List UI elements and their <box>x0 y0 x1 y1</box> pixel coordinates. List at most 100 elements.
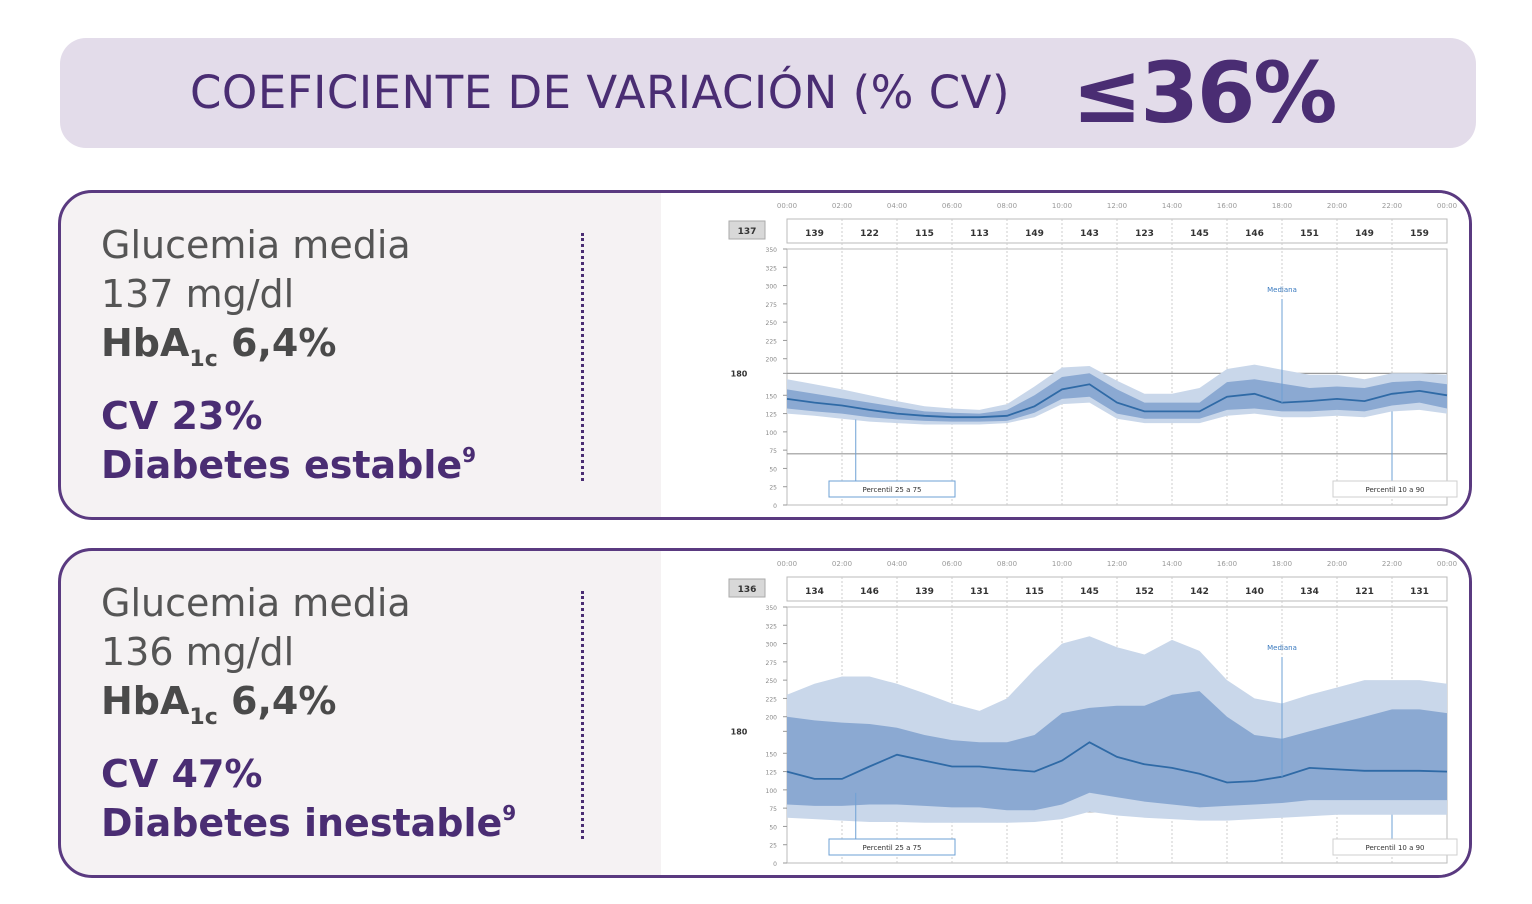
y-tick-label: 300 <box>766 284 778 291</box>
footnote-ref: 9 <box>502 801 517 825</box>
overall-mean-label: 137 <box>738 227 757 237</box>
hourly-mean-label: 115 <box>1025 587 1044 597</box>
inner-band-legend-label: Percentil 25 a 75 <box>862 844 921 852</box>
median-annotation-label: Mediana <box>1267 286 1297 294</box>
hour-tick-label: 00:00 <box>1437 560 1457 568</box>
diabetes-status: Diabetes estable9 <box>101 441 581 496</box>
hourly-mean-label: 123 <box>1135 229 1154 239</box>
hourly-mean-label: 145 <box>1190 229 1209 239</box>
outer-band-legend-box <box>1332 480 1458 498</box>
hba-value: 6,4% <box>217 679 337 723</box>
cv-banner <box>60 38 1476 148</box>
overall-mean-label: 136 <box>738 585 757 595</box>
y-tick-label: 100 <box>766 430 778 437</box>
inner-band-legend-box <box>828 480 956 498</box>
glucemia-label: Glucemia media <box>101 581 411 625</box>
hour-tick-label: 16:00 <box>1217 202 1237 210</box>
y-tick-label: 250 <box>766 320 778 327</box>
y-tick-label: 50 <box>769 466 777 473</box>
hourly-mean-label: 122 <box>860 229 879 239</box>
hour-tick-label: 00:00 <box>777 560 797 568</box>
y-tick-label: 100 <box>766 788 778 795</box>
hourly-mean-label: 142 <box>1190 587 1209 597</box>
y-tick-label: 50 <box>769 824 777 831</box>
cv-banner-label: COEFICIENTE DE VARIACIÓN (% CV) <box>190 66 1011 119</box>
dotted-divider <box>581 233 584 481</box>
hour-tick-label: 10:00 <box>1052 560 1072 568</box>
hba-subscript: 1c <box>189 347 218 372</box>
hourly-mean-label: 139 <box>915 587 934 597</box>
hour-tick-label: 06:00 <box>942 202 962 210</box>
hourly-mean-label: 121 <box>1355 587 1374 597</box>
cv-banner-value: ≤36% <box>1072 44 1337 142</box>
y-tick-label: 275 <box>766 660 778 667</box>
hourly-mean-label: 113 <box>970 229 989 239</box>
stable-card: Glucemia media 137 mg/dl HbA1c 6,4% CV 2… <box>58 190 1472 520</box>
hour-tick-label: 02:00 <box>832 202 852 210</box>
hourly-mean-label: 149 <box>1025 229 1044 239</box>
y-tick-label: 25 <box>769 485 777 492</box>
hour-tick-label: 22:00 <box>1382 560 1402 568</box>
y-tick-label: 180 <box>731 369 748 378</box>
hourly-mean-label: 151 <box>1300 229 1319 239</box>
y-tick-label: 75 <box>769 806 777 813</box>
hour-tick-label: 18:00 <box>1272 560 1292 568</box>
y-tick-label: 0 <box>773 503 777 510</box>
y-tick-label: 125 <box>766 412 778 419</box>
status-text: Diabetes inestable <box>101 801 503 845</box>
median-line <box>786 741 1448 784</box>
hourly-mean-label: 149 <box>1355 229 1374 239</box>
hour-tick-label: 06:00 <box>942 560 962 568</box>
hourly-mean-label: 143 <box>1080 229 1099 239</box>
hourly-mean-label: 134 <box>805 587 824 597</box>
agp-chart-stable: 00:00 02:00 04:00 06:00 08:00 10:00 12:00 14:00… <box>661 193 1469 517</box>
y-tick-label: 325 <box>766 265 778 272</box>
hba-value: 6,4% <box>217 321 337 365</box>
stable-info: Glucemia media 137 mg/dl HbA1c 6,4% CV 2… <box>101 221 581 496</box>
hour-tick-label: 14:00 <box>1162 202 1182 210</box>
hourly-mean-label: 140 <box>1245 587 1264 597</box>
y-tick-label: 300 <box>766 642 778 649</box>
hour-tick-label: 04:00 <box>887 202 907 210</box>
agp-chart-svg: 00:00 02:00 04:00 06:00 08:00 10:00 12:00 14:00… <box>728 202 1458 510</box>
hourly-mean-label: 146 <box>1245 229 1264 239</box>
hourly-mean-label: 152 <box>1135 587 1154 597</box>
y-tick-label: 275 <box>766 302 778 309</box>
agp-chart-unstable: 00:00 02:00 04:00 06:00 08:00 10:00 12:00 14:00… <box>661 551 1469 875</box>
y-tick-label: 150 <box>766 393 778 400</box>
hour-tick-label: 14:00 <box>1162 560 1182 568</box>
y-tick-label: 200 <box>766 715 778 722</box>
y-tick-label: 325 <box>766 623 778 630</box>
dotted-divider <box>581 591 584 839</box>
inner-band-legend-box <box>828 838 956 856</box>
glucemia-label: Glucemia media <box>101 223 411 267</box>
hour-tick-label: 00:00 <box>777 202 797 210</box>
outer-band-legend-label: Percentil 10 a 90 <box>1365 486 1424 494</box>
median-line <box>786 383 1448 419</box>
diabetes-status: Diabetes inestable9 <box>101 799 581 854</box>
y-tick-label: 350 <box>766 605 778 612</box>
hour-tick-label: 16:00 <box>1217 560 1237 568</box>
hour-tick-label: 20:00 <box>1327 560 1347 568</box>
hba-subscript: 1c <box>189 705 218 730</box>
cv-value: CV 23% <box>101 394 263 438</box>
y-tick-label: 225 <box>766 696 778 703</box>
hour-tick-label: 08:00 <box>997 560 1017 568</box>
overall-mean-box <box>728 578 766 598</box>
y-tick-label: 150 <box>766 751 778 758</box>
status-text: Diabetes estable <box>101 443 463 487</box>
hour-tick-label: 22:00 <box>1382 202 1402 210</box>
hba1c-line: HbA1c 6,4% <box>101 677 581 732</box>
outer-band-legend-label: Percentil 10 a 90 <box>1365 844 1424 852</box>
unstable-info: Glucemia media 136 mg/dl HbA1c 6,4% CV 4… <box>101 579 581 854</box>
glucemia-value: 136 mg/dl <box>101 630 295 674</box>
hourly-mean-label: 131 <box>1410 587 1429 597</box>
agp-chart-svg: 00:00 02:00 04:00 06:00 08:00 10:00 12:00 14:00… <box>728 560 1458 868</box>
percentile-25-75-band <box>787 691 1447 811</box>
hourly-mean-label: 134 <box>1300 587 1319 597</box>
hour-tick-label: 04:00 <box>887 560 907 568</box>
outer-band-legend-box <box>1332 838 1458 856</box>
glucemia-value: 137 mg/dl <box>101 272 295 316</box>
hourly-mean-label: 159 <box>1410 229 1429 239</box>
unstable-card: Glucemia media 136 mg/dl HbA1c 6,4% CV 4… <box>58 548 1472 878</box>
